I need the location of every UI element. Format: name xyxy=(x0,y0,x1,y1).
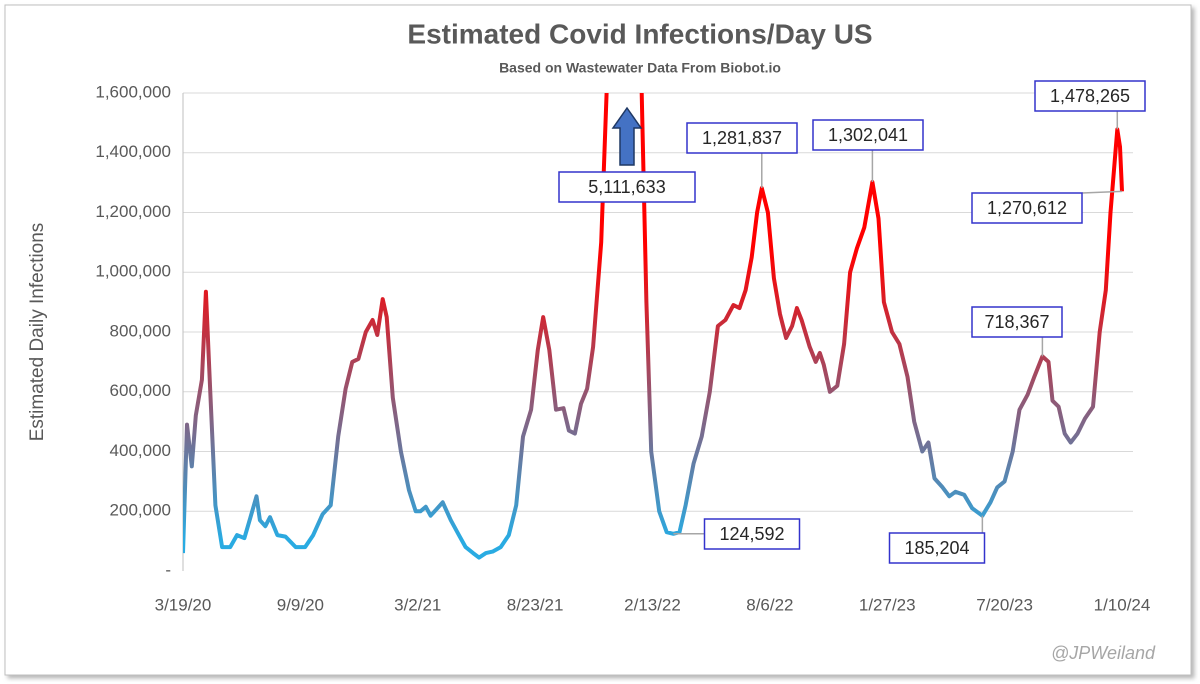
data-label: 185,204 xyxy=(904,538,969,558)
data-label: 718,367 xyxy=(984,312,1049,332)
label-box xyxy=(971,192,1083,224)
label-box xyxy=(1034,80,1146,112)
x-tick-label: 8/23/21 xyxy=(507,595,564,614)
y-tick-label: 1,600,000 xyxy=(95,82,171,101)
y-tick-label: 1,200,000 xyxy=(95,202,171,221)
y-tick-label: - xyxy=(165,560,171,579)
offscale-arrow xyxy=(611,106,643,166)
watermark: @JPWeiland xyxy=(1051,643,1156,663)
x-tick-label: 1/10/24 xyxy=(1094,595,1151,614)
x-tick-label: 3/19/20 xyxy=(155,595,212,614)
label-box xyxy=(888,532,986,564)
label-box xyxy=(971,306,1063,338)
y-tick-label: 200,000 xyxy=(110,501,171,520)
x-tick-label: 1/27/23 xyxy=(859,595,916,614)
data-label: 1,281,837 xyxy=(702,128,782,148)
data-label: 1,478,265 xyxy=(1050,86,1130,106)
x-tick-label: 9/9/20 xyxy=(277,595,324,614)
label-box xyxy=(703,518,801,550)
y-tick-label: 1,400,000 xyxy=(95,142,171,161)
y-tick-label: 800,000 xyxy=(110,321,171,340)
data-label: 1,302,041 xyxy=(828,125,908,145)
data-label: 5,111,633 xyxy=(588,177,665,197)
data-label: 124,592 xyxy=(719,524,784,544)
x-tick-label: 3/2/21 xyxy=(394,595,441,614)
leader-line xyxy=(1081,190,1123,194)
label-box xyxy=(812,119,924,151)
chart-title: Estimated Covid Infections/Day US xyxy=(407,18,872,49)
chart-subtitle: Based on Wastewater Data From Biobot.io xyxy=(499,60,781,76)
x-tick-label: 7/20/23 xyxy=(976,595,1033,614)
x-tick-label: 8/6/22 xyxy=(746,595,793,614)
y-tick-label: 400,000 xyxy=(110,441,171,460)
y-axis-label: Estimated Daily Infections xyxy=(27,223,48,442)
label-box xyxy=(558,171,696,203)
y-tick-label: 600,000 xyxy=(110,381,171,400)
y-tick-label: 1,000,000 xyxy=(95,262,171,281)
infection-line xyxy=(183,93,1124,560)
x-tick-label: 2/13/22 xyxy=(624,595,681,614)
label-box xyxy=(686,122,798,154)
data-label: 1,270,612 xyxy=(987,198,1067,218)
